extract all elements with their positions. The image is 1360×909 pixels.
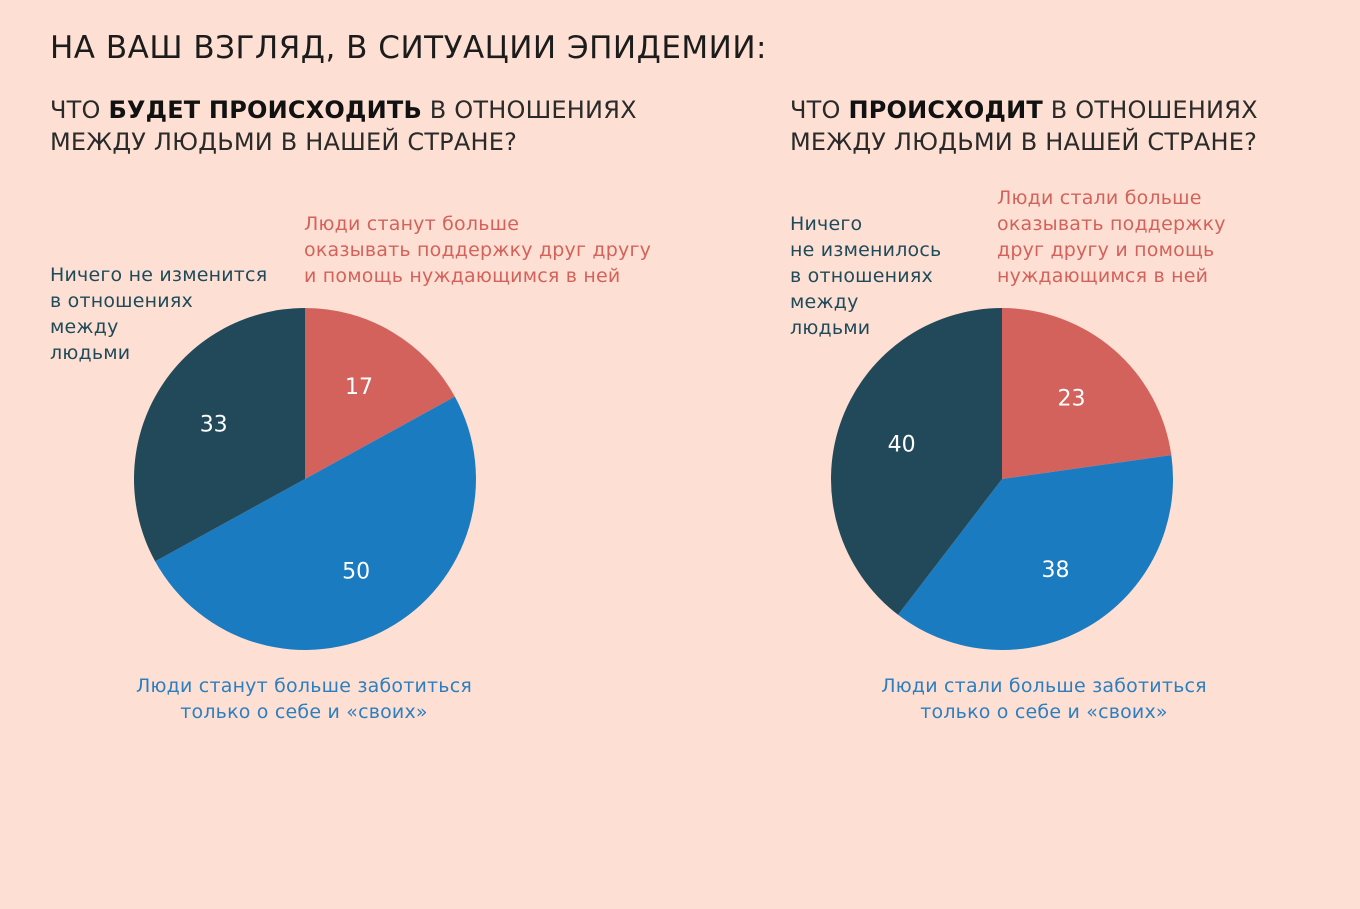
left-label-support-line: оказывать поддержку друг другу [304, 239, 652, 261]
slice-nothing [133, 308, 305, 562]
slice-nothing [830, 308, 1002, 615]
right-label-self-line: Люди стали больше заботиться [881, 675, 1207, 697]
right-label-self-line: только о себе и «своих» [920, 701, 1168, 723]
left-label-nothing-line: людьми [50, 342, 131, 364]
right-pie-chart: 23 38 40 [830, 308, 1174, 651]
left-pie-chart: 17 50 33 [133, 308, 476, 650]
page-title: НА ВАШ ВЗГЛЯД, В СИТУАЦИИ ЭПИДЕМИИ: [50, 30, 767, 66]
right-question: ЧТО ПРОИСХОДИТ В ОТНОШЕНИЯХ МЕЖДУ ЛЮДЬМИ… [790, 94, 1258, 158]
right-question-pre: ЧТО [790, 96, 849, 124]
right-label-self: Люди стали больше заботиться только о се… [838, 673, 1250, 725]
left-label-support-line: и помощь нуждающимся в ней [304, 265, 621, 287]
slice-self [898, 455, 1174, 651]
slice-value-label: 33 [200, 413, 228, 438]
right-label-nothing-line: не изменилось [790, 239, 942, 261]
slice-support [1002, 308, 1172, 479]
slice-value-label: 23 [1058, 387, 1086, 412]
slice-value-label: 40 [888, 433, 916, 458]
right-label-support-line: друг другу и помощь [997, 239, 1215, 261]
slice-value-label: 17 [345, 375, 373, 400]
left-question-post: В ОТНОШЕНИЯХ [421, 96, 637, 124]
left-label-self: Люди станут больше заботиться только о с… [98, 673, 510, 725]
slice-self [155, 396, 476, 650]
slice-value-label: 50 [342, 559, 370, 584]
left-question-bold: БУДЕТ ПРОИСХОДИТЬ [108, 96, 422, 124]
right-label-nothing-line: Ничего [790, 213, 863, 235]
right-label-nothing-line: в отношениях [790, 265, 933, 287]
right-label-support-line: Люди стали больше [997, 187, 1202, 209]
right-label-support-line: нуждающимся в ней [997, 265, 1209, 287]
right-label-nothing-line: людьми [790, 317, 871, 339]
left-label-nothing-line: Ничего не изменится [50, 264, 268, 286]
right-question-post: В ОТНОШЕНИЯХ [1042, 96, 1258, 124]
left-question: ЧТО БУДЕТ ПРОИСХОДИТЬ В ОТНОШЕНИЯХ МЕЖДУ… [50, 94, 637, 158]
left-label-nothing: Ничего не изменится в отношениях между л… [50, 262, 267, 366]
slice-support [305, 308, 455, 479]
right-question-line2: МЕЖДУ ЛЮДЬМИ В НАШЕЙ СТРАНЕ? [790, 128, 1258, 156]
left-label-nothing-line: в отношениях [50, 290, 193, 312]
right-label-nothing-line: между [790, 291, 859, 313]
left-label-nothing-line: между [50, 316, 119, 338]
left-label-support: Люди станут больше оказывать поддержку д… [304, 211, 651, 289]
left-question-pre: ЧТО [50, 96, 109, 124]
left-question-line2: МЕЖДУ ЛЮДЬМИ В НАШЕЙ СТРАНЕ? [50, 128, 518, 156]
right-label-nothing: Ничего не изменилось в отношениях между … [790, 211, 941, 341]
right-label-support-line: оказывать поддержку [997, 213, 1226, 235]
left-label-support-line: Люди станут больше [304, 213, 520, 235]
left-label-self-line: только о себе и «своих» [180, 701, 428, 723]
left-label-self-line: Люди станут больше заботиться [136, 675, 472, 697]
right-label-support: Люди стали больше оказывать поддержку др… [997, 185, 1226, 289]
slice-value-label: 38 [1042, 558, 1070, 583]
right-question-bold: ПРОИСХОДИТ [848, 96, 1043, 124]
